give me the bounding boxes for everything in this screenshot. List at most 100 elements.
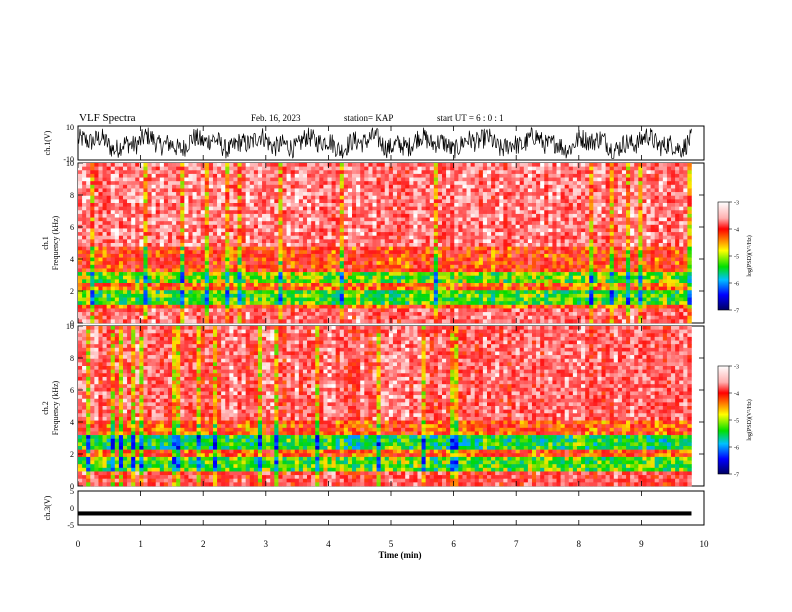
spectrogram-cell [499,184,504,189]
spectrogram-cell [167,199,173,204]
spectrogram-cell [196,228,201,233]
spectrogram-cell [687,177,692,182]
spectrogram-cell [474,250,480,255]
spectrogram-cell [78,257,83,262]
spectrogram-cell [94,221,99,226]
spectrogram-cell [495,217,500,222]
spectrogram-cell [266,275,271,280]
spectrogram-cell [433,184,439,189]
spectrogram-cell [302,192,308,197]
spectrogram-cell [540,206,545,211]
spectrogram-cell [319,272,324,277]
spectrogram-cell [409,166,414,171]
spectrogram-cell [233,221,238,226]
spectrogram-cell [368,206,373,211]
spectrogram-cell [139,177,144,182]
spectrogram-cell [110,246,116,251]
spectrogram-cell [180,232,185,237]
spectrogram-cell [315,203,320,207]
spectrogram-cell [147,177,152,182]
spectrogram-cell [470,203,476,207]
spectrogram-cell [307,213,312,218]
spectrogram-cell [679,177,684,182]
spectrogram-cell [122,166,128,171]
spectrogram-cell [307,235,312,240]
spectrogram-cell [675,275,680,280]
spectrogram-cell [523,239,529,244]
spectrogram-cell [376,213,381,218]
spectrogram-cell [585,163,590,167]
spectrogram-cell [217,199,222,204]
spectrogram-cell [339,166,345,171]
spectrogram-cell [536,170,541,175]
spectrogram-cell [642,166,647,171]
spectrogram-cell [167,181,173,186]
spectrogram-cell [646,239,651,244]
spectrogram-cell [323,177,328,182]
spectrogram-cell [229,177,234,182]
spectrogram-cell [511,192,516,197]
spectrogram-cell [327,166,332,171]
spectrogram-cell [127,181,132,186]
spectrogram-cell [139,275,144,280]
spectrogram-cell [335,264,341,269]
spectrogram-cell [462,192,467,197]
spectrogram-cell [679,228,684,233]
spectrogram-cell [98,166,103,171]
spectrogram-cell [666,192,672,197]
spectrogram-cell [503,257,508,262]
spectrogram-cell [221,210,226,215]
spectrogram-cell [531,206,537,211]
spectrogram-cell [98,253,103,258]
spectrogram-cell [425,253,431,258]
spectrogram-cell [143,275,148,280]
spectrogram-cell [118,268,124,273]
spectrogram-cell [249,199,255,204]
spectrogram-cell [245,221,251,226]
spectrogram-cell [278,268,283,273]
spectrogram-cell [110,239,116,244]
spectrogram-cell [176,188,181,193]
spectrogram-cell [634,243,639,247]
spectrogram-cell [122,184,128,189]
spectrogram-cell [302,243,308,247]
spectrogram-cell [666,163,672,167]
spectrogram-cell [82,246,87,251]
spectrogram-cell [290,188,296,193]
spectrogram-cell [200,170,206,175]
spectrogram-cell [662,239,668,244]
spectrogram-cell [212,203,218,207]
spectrogram-cell [491,195,496,200]
spectrogram-cell [626,275,631,280]
spectrogram-cell [638,170,643,175]
spectrogram-cell [617,264,623,269]
spectrogram-cell [98,243,103,247]
spectrogram-cell [131,257,136,262]
spectrogram-cell [478,170,484,175]
spectrogram-cell [339,235,345,240]
spectrogram-cell [343,170,349,175]
spectrogram-cell [184,261,189,266]
spectrogram-cell [597,199,602,204]
spectrogram-cell [78,261,83,266]
spectrogram-cell [491,181,496,186]
spectrogram-cell [221,283,226,287]
spectrogram-cell [507,203,512,207]
spectrogram-cell [237,239,242,244]
spectrogram-cell [442,264,447,269]
spectrogram-cell [429,246,435,251]
spectrogram-cell [127,199,132,204]
spectrogram-cell [376,239,381,244]
spectrogram-cell [196,253,201,258]
spectrogram-cell [360,203,365,207]
spectrogram-cell [491,170,496,175]
spectrogram-cell [511,250,516,255]
spectrogram-cell [576,217,582,222]
spectrogram-cell [679,166,684,171]
spectrogram-cell [540,275,545,280]
spectrogram-cell [233,170,238,175]
spectrogram-cell [208,253,214,258]
spectrogram-cell [315,228,320,233]
spectrogram-cell [331,243,336,247]
spectrogram-cell [212,232,218,237]
